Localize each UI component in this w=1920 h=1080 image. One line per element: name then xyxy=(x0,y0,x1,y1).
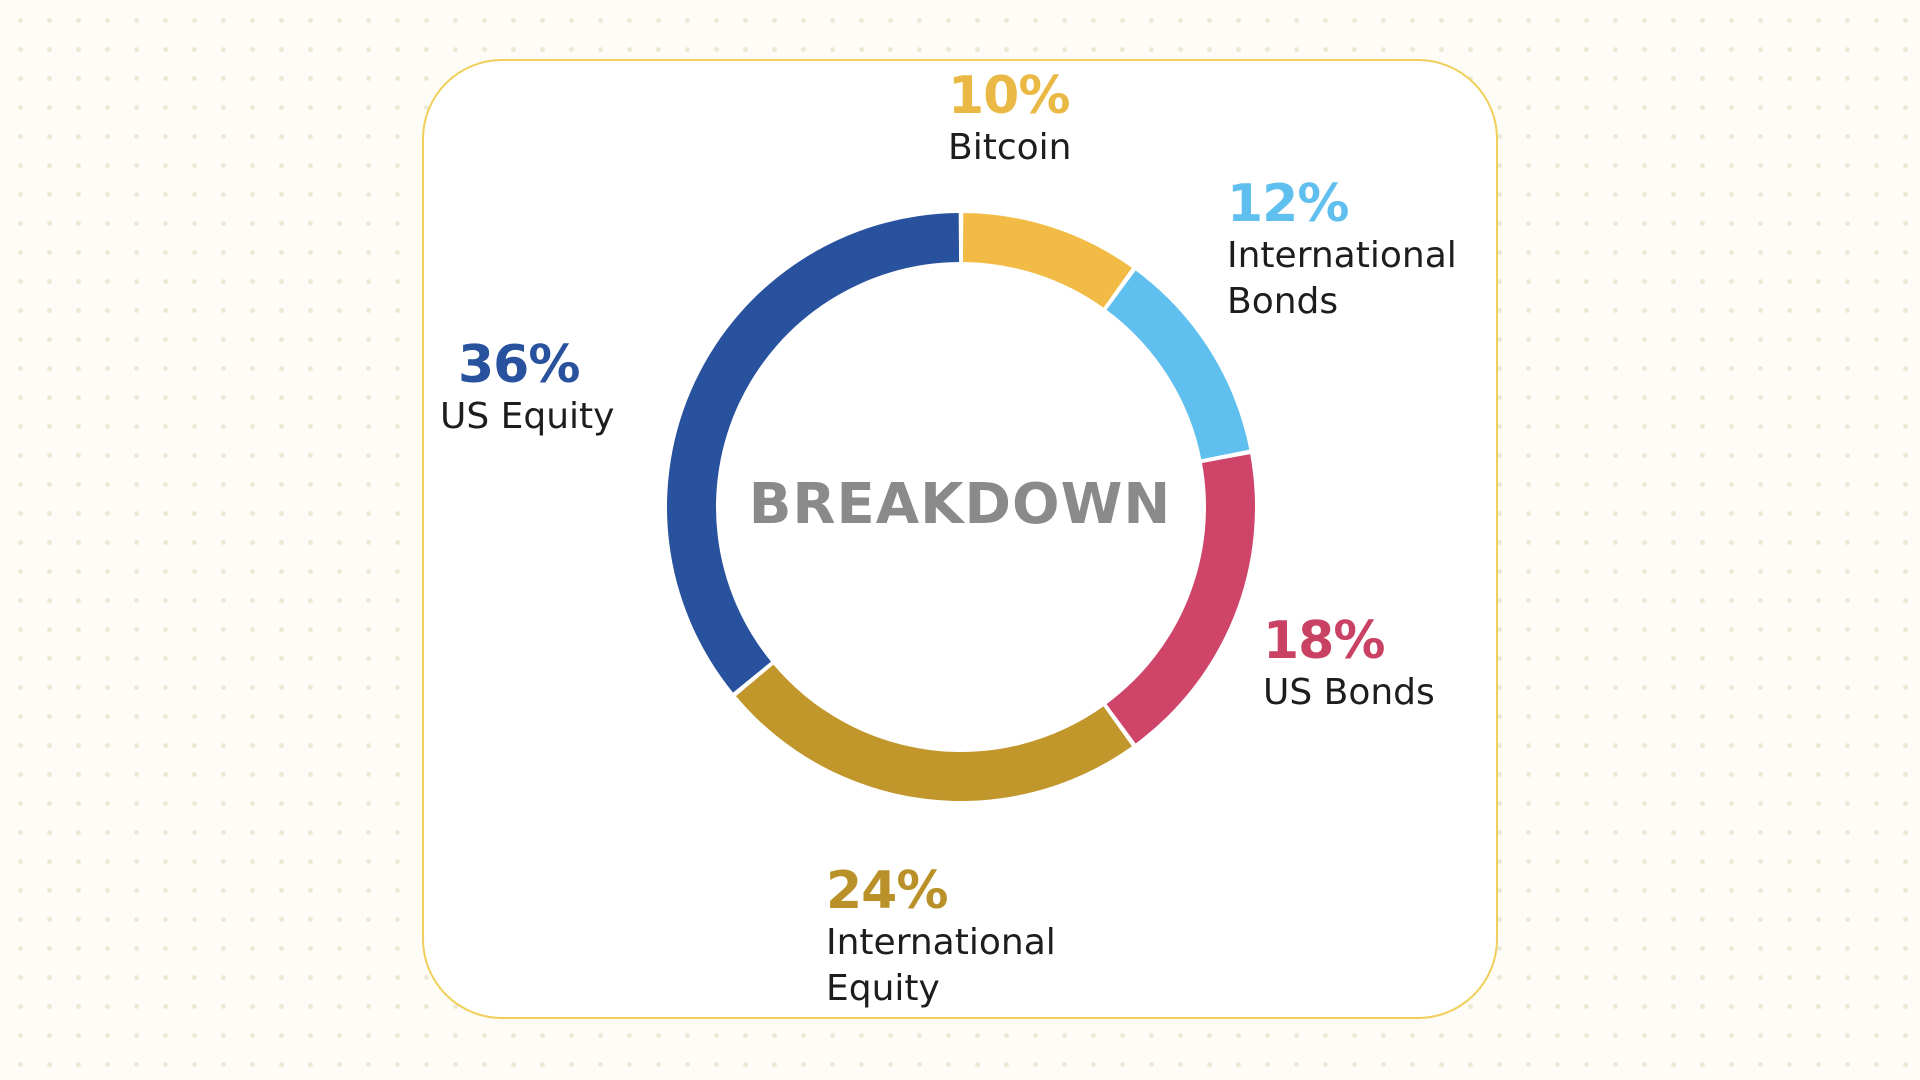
slice-us-bonds xyxy=(1106,454,1255,744)
bitcoin-percent: 10% xyxy=(948,66,1070,126)
us-equity-name: US Equity xyxy=(440,396,615,437)
bitcoin-name: Bitcoin xyxy=(948,127,1072,168)
label-us-bonds: 18% US Bonds xyxy=(1263,612,1435,716)
chart-card xyxy=(422,59,1498,1019)
international-equity-name-line1: International xyxy=(826,922,1056,963)
slice-international-equity xyxy=(735,664,1132,801)
international-equity-percent: 24% xyxy=(826,861,948,921)
label-international-equity: 24% International Equity xyxy=(826,862,1056,1012)
us-bonds-percent: 18% xyxy=(1263,611,1385,671)
international-bonds-percent: 12% xyxy=(1227,174,1349,234)
international-bonds-name-line2: Bonds xyxy=(1227,281,1339,322)
label-us-equity: 36% US Equity xyxy=(440,336,614,440)
slice-international-bonds xyxy=(1106,270,1250,460)
us-equity-percent: 36% xyxy=(458,335,580,395)
chart-title: BREAKDOWN xyxy=(748,472,1172,537)
label-bitcoin: 10% Bitcoin xyxy=(948,67,1071,171)
slice-us-equity xyxy=(667,213,960,693)
international-bonds-name-line1: International xyxy=(1227,235,1457,276)
label-international-bonds: 12% International Bonds xyxy=(1227,175,1457,325)
slice-bitcoin xyxy=(962,213,1132,308)
us-bonds-name: US Bonds xyxy=(1263,672,1435,713)
international-equity-name-line2: Equity xyxy=(826,968,940,1009)
